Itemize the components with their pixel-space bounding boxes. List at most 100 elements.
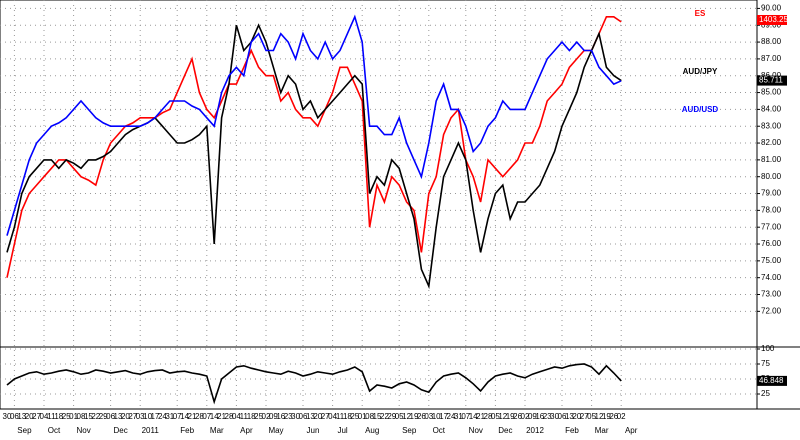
x-tick-label: 13 <box>306 412 315 421</box>
x-month-label: 2012 <box>526 426 544 435</box>
x-month-label: Oct <box>48 426 61 435</box>
x-tick-label: 04 <box>40 412 49 421</box>
x-tick-label: 06 <box>106 412 115 421</box>
y-tick-label: 82.00 <box>761 138 782 147</box>
x-tick-label: 08 <box>365 412 374 421</box>
x-tick-label: 03 <box>136 412 145 421</box>
x-tick-label: 30 <box>3 412 12 421</box>
x-tick-label: 15 <box>373 412 382 421</box>
x-tick-label: 28 <box>484 412 493 421</box>
x-tick-label: 27 <box>321 412 330 421</box>
x-tick-label: 08 <box>77 412 86 421</box>
y-tick-label: 77.00 <box>761 222 782 231</box>
y-tick-label: 79.00 <box>761 189 782 198</box>
y-tick-label: 100 <box>761 344 775 353</box>
series-line <box>6 363 622 405</box>
x-tick-label: 26 <box>513 412 522 421</box>
y-tick-label: 75.00 <box>761 256 782 265</box>
last-value-tag <box>757 15 787 25</box>
x-tick-label: 27 <box>128 412 137 421</box>
x-tick-label: 30 <box>550 412 559 421</box>
y-tick-label: 72.00 <box>761 306 782 315</box>
x-tick-label: 04 <box>232 412 241 421</box>
x-tick-label: 06 <box>558 412 567 421</box>
x-tick-label: 26 <box>609 412 618 421</box>
x-tick-label: 11 <box>240 412 249 421</box>
x-tick-label: 28 <box>195 412 204 421</box>
x-month-label: Mar <box>210 426 224 435</box>
x-tick-label: 01 <box>69 412 78 421</box>
x-tick-label: 21 <box>188 412 197 421</box>
x-tick-label: 13 <box>565 412 574 421</box>
x-tick-label: 21 <box>476 412 485 421</box>
x-tick-label: 13 <box>17 412 26 421</box>
x-tick-label: 16 <box>276 412 285 421</box>
x-tick-label: 04 <box>328 412 337 421</box>
x-tick-label: 18 <box>54 412 63 421</box>
x-tick-label: 31 <box>165 412 174 421</box>
x-tick-label: 05 <box>587 412 596 421</box>
x-tick-label: 29 <box>99 412 108 421</box>
x-tick-label: 11 <box>47 412 56 421</box>
y-tick-label: 73.00 <box>761 290 782 299</box>
x-tick-label: 03 <box>424 412 433 421</box>
last-value-tag <box>757 75 787 86</box>
x-tick-label: 15 <box>84 412 93 421</box>
x-tick-label: 28 <box>225 412 234 421</box>
x-tick-label: 27 <box>580 412 589 421</box>
x-tick-label: 16 <box>535 412 544 421</box>
x-month-label: Feb <box>565 426 579 435</box>
plot-frame <box>0 0 758 410</box>
y-tick-label: 85.00 <box>761 88 782 97</box>
x-tick-label: 14 <box>469 412 478 421</box>
x-month-label: Apr <box>240 426 253 435</box>
x-tick-label: 06 <box>10 412 19 421</box>
y-tick-label: 78.00 <box>761 205 782 214</box>
legend-label: ES <box>695 9 706 18</box>
last-value-label: 85.711 <box>759 76 783 85</box>
x-tick-label: 18 <box>247 412 256 421</box>
y-tick-label: 81.00 <box>761 155 782 164</box>
x-tick-label: 05 <box>395 412 404 421</box>
x-tick-label: 12 <box>498 412 507 421</box>
x-month-label: Dec <box>113 426 127 435</box>
x-month-label: Oct <box>433 426 446 435</box>
x-tick-label: 17 <box>439 412 448 421</box>
x-tick-label: 12 <box>402 412 411 421</box>
legend-label: AUD/JPY <box>683 67 718 76</box>
x-tick-label: 25 <box>62 412 71 421</box>
y-tick-label: 83.00 <box>761 121 782 130</box>
x-month-label: May <box>268 426 283 435</box>
x-tick-label: 09 <box>528 412 537 421</box>
x-tick-label: 14 <box>210 412 219 421</box>
x-tick-label: 06 <box>299 412 308 421</box>
x-tick-label: 14 <box>180 412 189 421</box>
x-tick-label: 29 <box>387 412 396 421</box>
last-value-tag <box>757 375 787 386</box>
x-month-label: Jun <box>307 426 320 435</box>
x-tick-label: 10 <box>432 412 441 421</box>
x-month-label: Sep <box>402 426 417 435</box>
x-tick-label: 07 <box>461 412 470 421</box>
x-tick-label: 13 <box>114 412 123 421</box>
y-tick-label: 74.00 <box>761 273 782 282</box>
x-tick-label: 07 <box>173 412 182 421</box>
series-line <box>6 14 622 236</box>
x-month-label: 2011 <box>142 426 160 435</box>
y-tick-label: 25 <box>761 389 770 398</box>
x-tick-label: 20 <box>572 412 581 421</box>
x-tick-label: 19 <box>410 412 419 421</box>
x-tick-label: 22 <box>380 412 389 421</box>
x-tick-label: 10 <box>143 412 152 421</box>
x-month-label: Apr <box>625 426 638 435</box>
x-tick-label: 22 <box>91 412 100 421</box>
y-tick-label: 88.00 <box>761 37 782 46</box>
x-tick-label: 05 <box>491 412 500 421</box>
y-tick-label: 75 <box>761 359 770 368</box>
y-tick-label: 87.00 <box>761 54 782 63</box>
y-tick-label: 90.00 <box>761 4 782 13</box>
x-tick-label: 01 <box>358 412 367 421</box>
x-tick-label: 11 <box>336 412 345 421</box>
x-tick-label: 30 <box>291 412 300 421</box>
